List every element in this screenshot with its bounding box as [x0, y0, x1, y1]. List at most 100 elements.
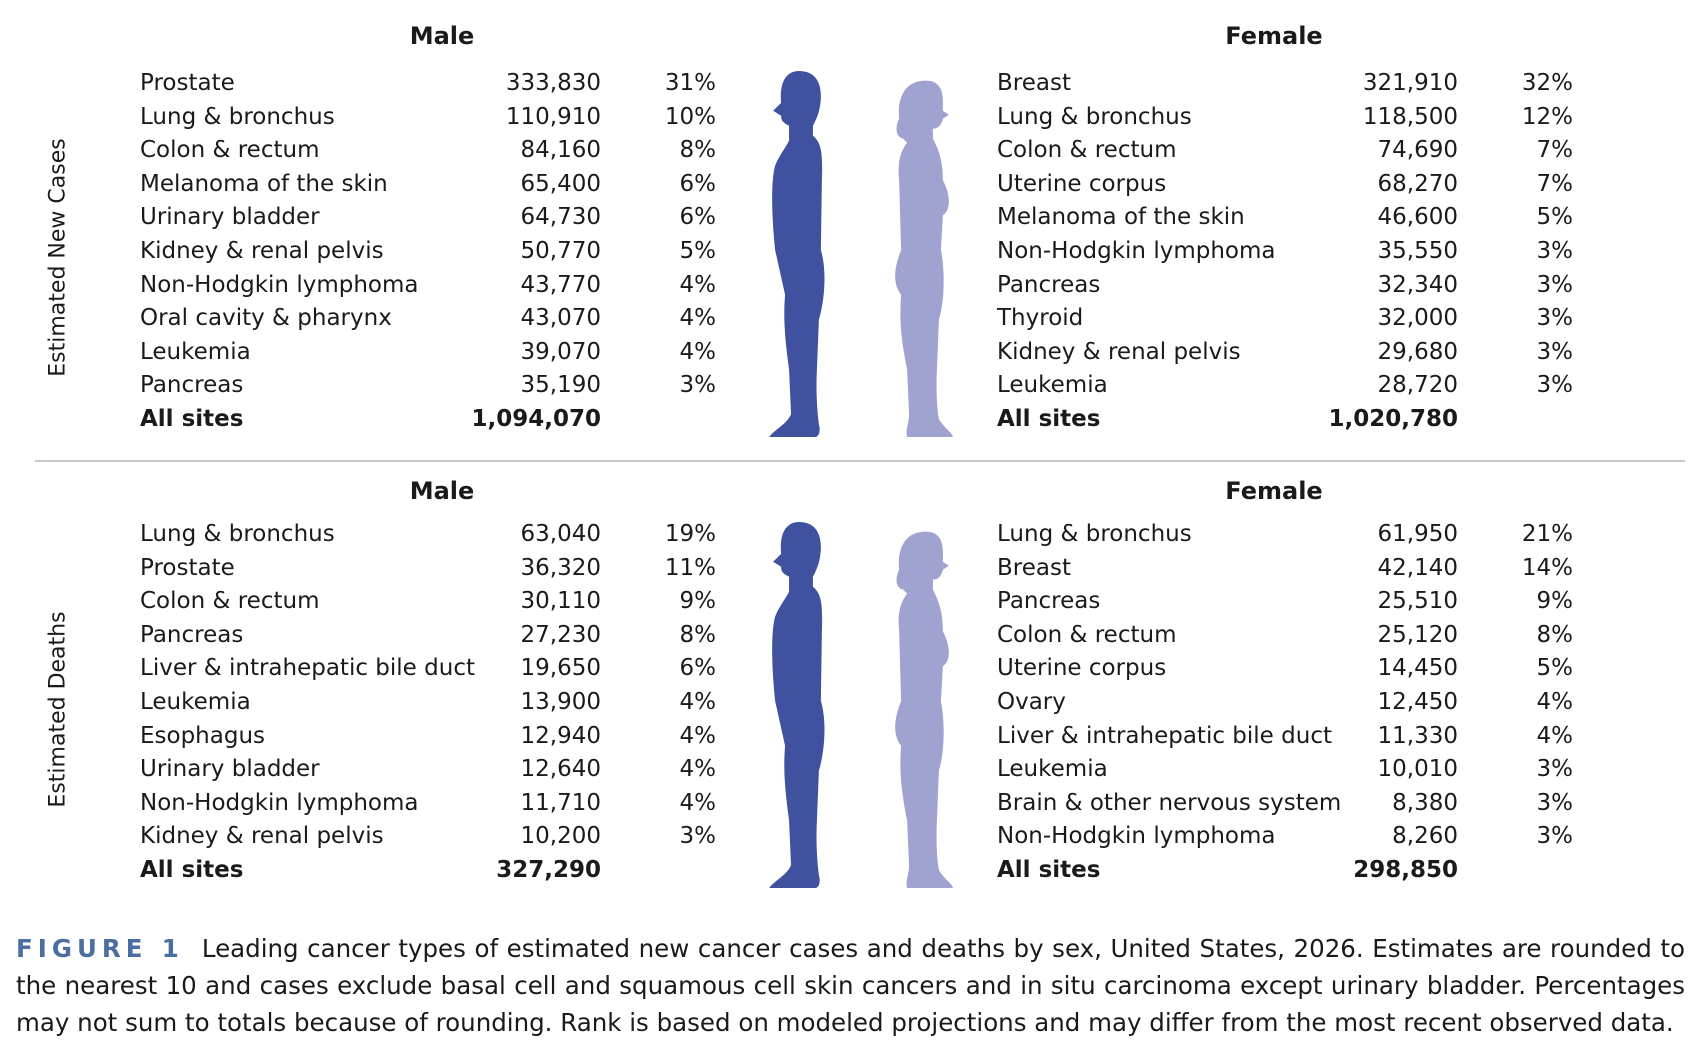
cancer-site: Non-Hodgkin lymphoma [997, 238, 1276, 264]
cancer-site: Melanoma of the skin [997, 204, 1245, 231]
male-silhouette-icon [769, 71, 825, 438]
percentage: 6% [679, 170, 717, 197]
case-count: 30,110 [520, 588, 601, 615]
cancer-site: All sites [997, 857, 1101, 883]
percentage: 3% [1536, 338, 1574, 365]
cancer-site: Colon & rectum [997, 621, 1177, 648]
table-row: Leukemia 39,070 4% [140, 335, 716, 369]
case-count: 43,070 [520, 305, 601, 332]
case-count: 32,340 [1377, 271, 1458, 298]
case-count: 25,510 [1377, 588, 1458, 615]
table-row: Esophagus 12,940 4% [140, 719, 716, 753]
cancer-site: Pancreas [997, 588, 1101, 615]
case-count: 28,720 [1377, 372, 1458, 399]
case-count: 68,270 [1377, 170, 1458, 197]
percentage: 3% [679, 823, 717, 850]
table-row: Pancreas 35,190 3% [140, 368, 716, 402]
percentage: 11% [664, 554, 716, 581]
cancer-site: Kidney & renal pelvis [997, 338, 1241, 365]
cancer-site: Melanoma of the skin [140, 170, 388, 197]
case-count: 333,830 [505, 70, 601, 96]
percentage: 14% [1521, 554, 1573, 581]
percentage: 3% [1536, 789, 1574, 816]
table-row: Melanoma of the skin 46,600 5% [997, 200, 1573, 234]
percentage: 3% [679, 372, 717, 399]
percentage: 12% [1521, 103, 1573, 130]
table-row: Oral cavity & pharynx 43,070 4% [140, 301, 716, 335]
table-row: Lung & bronchus 110,910 10% [140, 100, 716, 134]
percentage: 4% [679, 338, 717, 365]
table-row: Non-Hodgkin lymphoma 35,550 3% [997, 234, 1573, 268]
percentage: 32% [1521, 70, 1573, 96]
percentage: 3% [1536, 238, 1574, 264]
cancer-site: All sites [140, 857, 244, 883]
percentage: 4% [679, 689, 717, 715]
cancer-site: Urinary bladder [140, 204, 320, 231]
table-row: Leukemia 13,900 4% [140, 685, 716, 719]
case-count: 50,770 [520, 238, 601, 264]
table-row: Lung & bronchus 63,040 19% [140, 517, 716, 551]
total-row: All sites 298,850 [997, 853, 1573, 887]
total-row: All sites 1,094,070 [140, 402, 716, 436]
case-count: 19,650 [520, 655, 601, 682]
percentage: 4% [679, 789, 717, 816]
percentage: 3% [1536, 823, 1574, 850]
female-silhouette-icon [895, 80, 953, 438]
case-count: 12,940 [520, 722, 601, 749]
percentage: 4% [679, 756, 717, 783]
new-cases-female-header: Female [1225, 22, 1323, 50]
case-count: 46,600 [1377, 204, 1458, 231]
case-count: 298,850 [1353, 857, 1458, 883]
case-count: 63,040 [520, 521, 601, 547]
percentage: 4% [679, 722, 717, 749]
percentage: 7% [1536, 170, 1574, 197]
table-row: Lung & bronchus 61,950 21% [997, 517, 1573, 551]
percentage: 19% [664, 521, 716, 547]
cancer-site: Pancreas [140, 621, 244, 648]
percentage: 9% [679, 588, 717, 615]
case-count: 35,550 [1377, 238, 1458, 264]
cancer-site: Kidney & renal pelvis [140, 823, 384, 850]
case-count: 14,450 [1377, 655, 1458, 682]
percentage: 8% [1536, 621, 1574, 648]
case-count: 32,000 [1377, 305, 1458, 332]
section-divider [35, 460, 1685, 462]
percentage: 5% [1536, 204, 1574, 231]
cancer-site: Non-Hodgkin lymphoma [140, 271, 419, 298]
percentage: 10% [664, 103, 716, 130]
female-silhouette-icon [895, 531, 953, 889]
case-count: 27,230 [520, 621, 601, 648]
percentage: 21% [1521, 521, 1573, 547]
table-row: Colon & rectum 84,160 8% [140, 133, 716, 167]
table-row: Non-Hodgkin lymphoma 8,260 3% [997, 819, 1573, 853]
cancer-site: Leukemia [997, 756, 1108, 783]
deaths-male-header: Male [409, 477, 475, 505]
percentage: 31% [664, 70, 716, 96]
percentage: 3% [1536, 372, 1574, 399]
percentage: 8% [679, 621, 717, 648]
cancer-site: Oral cavity & pharynx [140, 305, 392, 332]
percentage: 6% [679, 655, 717, 682]
cancer-site: Kidney & renal pelvis [140, 238, 384, 264]
table-row: Pancreas 25,510 9% [997, 584, 1573, 618]
percentage: 6% [679, 204, 717, 231]
deaths-section-label: Estimated Deaths [45, 611, 71, 808]
case-count: 36,320 [520, 554, 601, 581]
table-row: Leukemia 28,720 3% [997, 368, 1573, 402]
figure-label: FIGURE 1 [16, 934, 184, 963]
table-row: Brain & other nervous system 8,380 3% [997, 786, 1573, 820]
caption-text: Leading cancer types of estimated new ca… [16, 934, 1685, 1037]
table-row: Non-Hodgkin lymphoma 43,770 4% [140, 268, 716, 302]
table-row: Urinary bladder 12,640 4% [140, 752, 716, 786]
cancer-site: Ovary [997, 689, 1066, 715]
cancer-site: Prostate [140, 554, 235, 581]
cancer-site: Uterine corpus [997, 655, 1167, 682]
case-count: 29,680 [1377, 338, 1458, 365]
percentage: 3% [1536, 305, 1574, 332]
table-row: Leukemia 10,010 3% [997, 752, 1573, 786]
percentage: 5% [679, 238, 717, 264]
percentage: 4% [679, 305, 717, 332]
cancer-site: All sites [997, 406, 1101, 432]
new-cases-section-label: Estimated New Cases [45, 138, 71, 377]
total-row: All sites 1,020,780 [997, 402, 1573, 436]
